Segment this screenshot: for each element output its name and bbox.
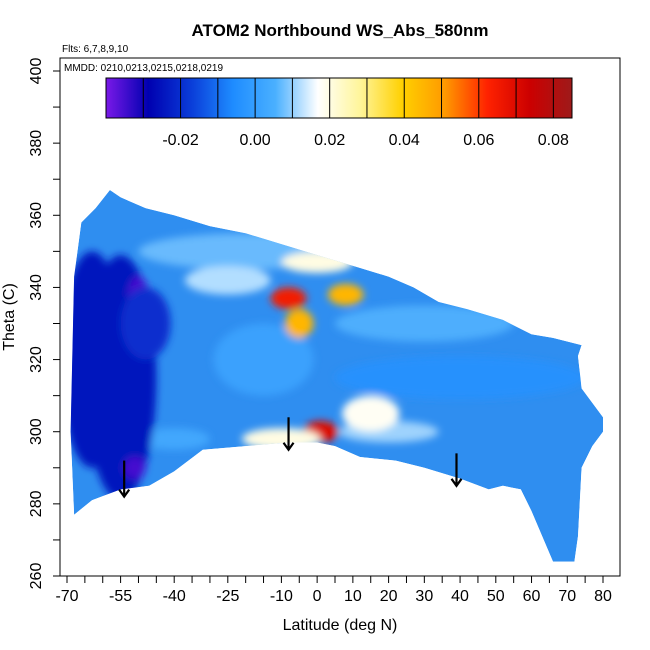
heatmap-field <box>70 190 604 562</box>
flights-annotation: Flts: 6,7,8,9,10 <box>62 44 129 55</box>
y-tick-label: 380 <box>28 130 45 157</box>
flight-arrow-head <box>282 442 295 452</box>
x-axis: -70 -55 -40 -25 -10 0 10 20 30 40 50 60 70 80 <box>55 576 612 605</box>
heatmap-feature <box>242 428 321 450</box>
colorbar-tick-label: 0.08 <box>538 132 569 149</box>
heatmap-feature <box>342 395 400 432</box>
colorbar-tick-label: 0.00 <box>240 132 271 149</box>
x-tick-label: 80 <box>594 588 612 605</box>
colorbar-tick-label: -0.02 <box>162 132 199 149</box>
x-tick-label: 50 <box>487 588 505 605</box>
heatmap-band <box>213 323 314 396</box>
x-tick-label: -55 <box>109 588 132 605</box>
y-tick-label: 300 <box>28 418 45 445</box>
colorbar: -0.02 0.00 0.02 0.04 0.06 0.08 <box>105 77 573 149</box>
x-tick-label: -10 <box>270 588 293 605</box>
heatmap-feature <box>124 456 146 479</box>
y-axis-title: Theta (C) <box>1 283 18 351</box>
heatmap-feature <box>184 265 271 295</box>
y-tick-label: 360 <box>28 202 45 229</box>
x-tick-label: -40 <box>163 588 186 605</box>
heatmap-feature <box>120 287 171 360</box>
flight-arrows <box>118 417 463 499</box>
dates-annotation: MMDD: 0210,0213,0215,0218,0219 <box>64 63 223 74</box>
y-axis: 260 280 300 320 340 360 380 400 <box>28 58 60 590</box>
x-tick-label: -70 <box>55 588 78 605</box>
flight-arrow-head <box>118 489 131 499</box>
colorbar-ticks: -0.02 0.00 0.02 0.04 0.06 0.08 <box>142 78 569 149</box>
y-tick-label: 400 <box>28 58 45 85</box>
y-tick-label: 260 <box>28 563 45 590</box>
heatmap-band <box>335 355 586 400</box>
y-tick-label: 280 <box>28 490 45 517</box>
x-tick-label: 20 <box>380 588 398 605</box>
colorbar-tick-label: 0.02 <box>314 132 345 149</box>
colorbar-gradient <box>105 77 573 119</box>
colorbar-tick-label: 0.06 <box>463 132 494 149</box>
flight-arrow-head <box>450 478 463 488</box>
heatmap-features <box>70 233 586 501</box>
heatmap-feature <box>270 287 307 310</box>
chart-title: ATOM2 Northbound WS_Abs_580nm <box>192 21 489 40</box>
heatmap-feature <box>284 309 314 338</box>
x-axis-title: Latitude (deg N) <box>283 617 398 634</box>
heatmap-band <box>335 305 514 342</box>
x-tick-label: 70 <box>558 588 576 605</box>
y-tick-label: 320 <box>28 346 45 373</box>
plot-frame <box>59 57 621 577</box>
y-tick-label: 340 <box>28 274 45 301</box>
heatmap-feature <box>327 283 364 306</box>
x-tick-label: -25 <box>216 588 239 605</box>
x-tick-label: 0 <box>313 588 322 605</box>
x-tick-label: 10 <box>344 588 362 605</box>
x-tick-label: 60 <box>523 588 541 605</box>
x-tick-label: 30 <box>415 588 433 605</box>
heatmap-band <box>138 428 210 450</box>
x-tick-label: 40 <box>451 588 469 605</box>
heatmap-feature <box>281 251 353 273</box>
colorbar-tick-label: 0.04 <box>389 132 420 149</box>
